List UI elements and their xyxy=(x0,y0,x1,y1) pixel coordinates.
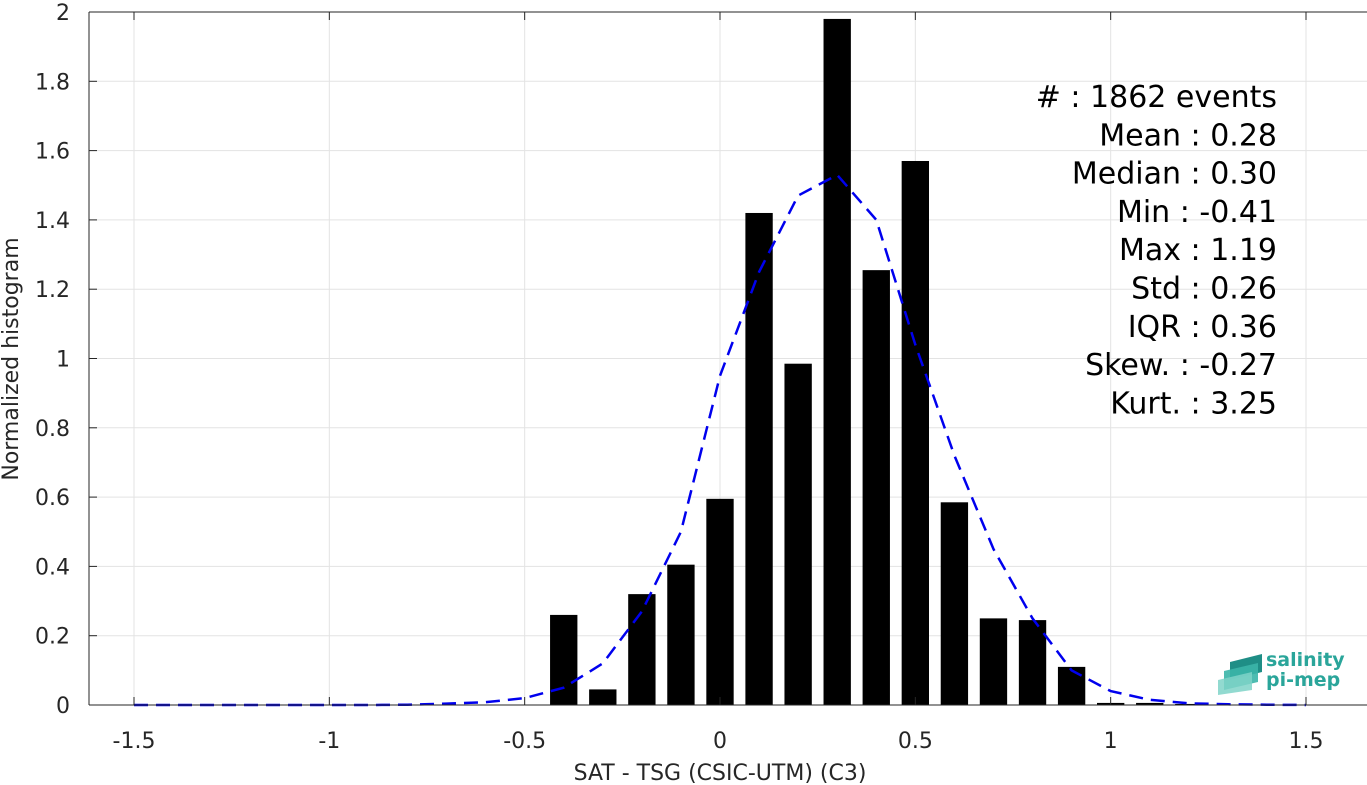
histogram-bar xyxy=(628,594,656,705)
x-tick-label: 0 xyxy=(713,729,727,754)
histogram-bar xyxy=(745,212,773,705)
stat-line: IQR : 0.36 xyxy=(1128,310,1277,345)
x-axis-ticks: -1.5 -1 -0.5 0 0.5 1 1.5 xyxy=(113,12,1324,754)
y-tick-label: 0.6 xyxy=(35,486,70,511)
x-tick-label: -1.5 xyxy=(113,729,156,754)
histogram-bar xyxy=(1175,703,1203,705)
y-tick-label: 0.2 xyxy=(35,625,70,650)
x-axis-label: SAT - TSG (CSIC-UTM) (C3) xyxy=(574,761,867,785)
x-tick-label: 0.5 xyxy=(898,729,933,754)
histogram-bar xyxy=(862,270,890,705)
stat-line: Median : 0.30 xyxy=(1072,157,1277,192)
y-tick-label: 0.8 xyxy=(35,417,70,442)
stat-line: # : 1862 events xyxy=(1036,80,1277,115)
histogram-bar xyxy=(979,618,1008,705)
x-tick-label: 1.5 xyxy=(1289,729,1324,754)
y-tick-label: 1.6 xyxy=(35,140,70,165)
x-tick-label: -0.5 xyxy=(503,729,546,754)
x-tick-label: 1 xyxy=(1104,729,1118,754)
logo-line2: pi-mep xyxy=(1266,669,1340,691)
fit-curve xyxy=(134,173,1307,707)
histogram-bar xyxy=(1057,666,1086,705)
y-tick-label: 1.2 xyxy=(35,278,70,303)
y-tick-label: 1 xyxy=(56,348,70,373)
stat-line: Std : 0.26 xyxy=(1131,272,1277,307)
y-axis-label: Normalized histogram xyxy=(0,237,24,480)
histogram-bar xyxy=(589,689,617,705)
stat-line: Mean : 0.28 xyxy=(1099,118,1277,153)
stat-line: Min : -0.41 xyxy=(1117,195,1277,230)
stat-line: Kurt. : 3.25 xyxy=(1110,386,1277,421)
stat-line: Skew. : -0.27 xyxy=(1085,348,1277,383)
logo-wave-icon xyxy=(1218,654,1262,695)
histogram-bar xyxy=(901,160,930,705)
stat-line: Max : 1.19 xyxy=(1119,233,1277,268)
salinity-pi-mep-logo: salinity pi-mep xyxy=(1218,649,1345,695)
y-tick-label: 2 xyxy=(56,1,70,26)
histogram-bar xyxy=(1018,620,1047,705)
logo-line1: salinity xyxy=(1266,649,1345,671)
histogram-bar xyxy=(940,502,969,705)
histogram-bar xyxy=(784,363,812,705)
histogram-bar xyxy=(1136,702,1164,705)
y-tick-label: 1.8 xyxy=(35,70,70,95)
histogram-bar xyxy=(667,564,695,705)
histogram-bar xyxy=(706,498,734,705)
y-tick-label: 0.4 xyxy=(35,555,70,580)
y-axis-ticks: 0 0.2 0.4 0.6 0.8 1 1.2 1.4 1.6 1.8 2 xyxy=(35,1,97,719)
histogram-bars xyxy=(550,18,1203,706)
histogram-bar xyxy=(823,18,851,706)
y-tick-label: 0 xyxy=(56,694,70,719)
y-tick-label: 1.4 xyxy=(35,209,70,234)
x-tick-label: -1 xyxy=(318,729,340,754)
